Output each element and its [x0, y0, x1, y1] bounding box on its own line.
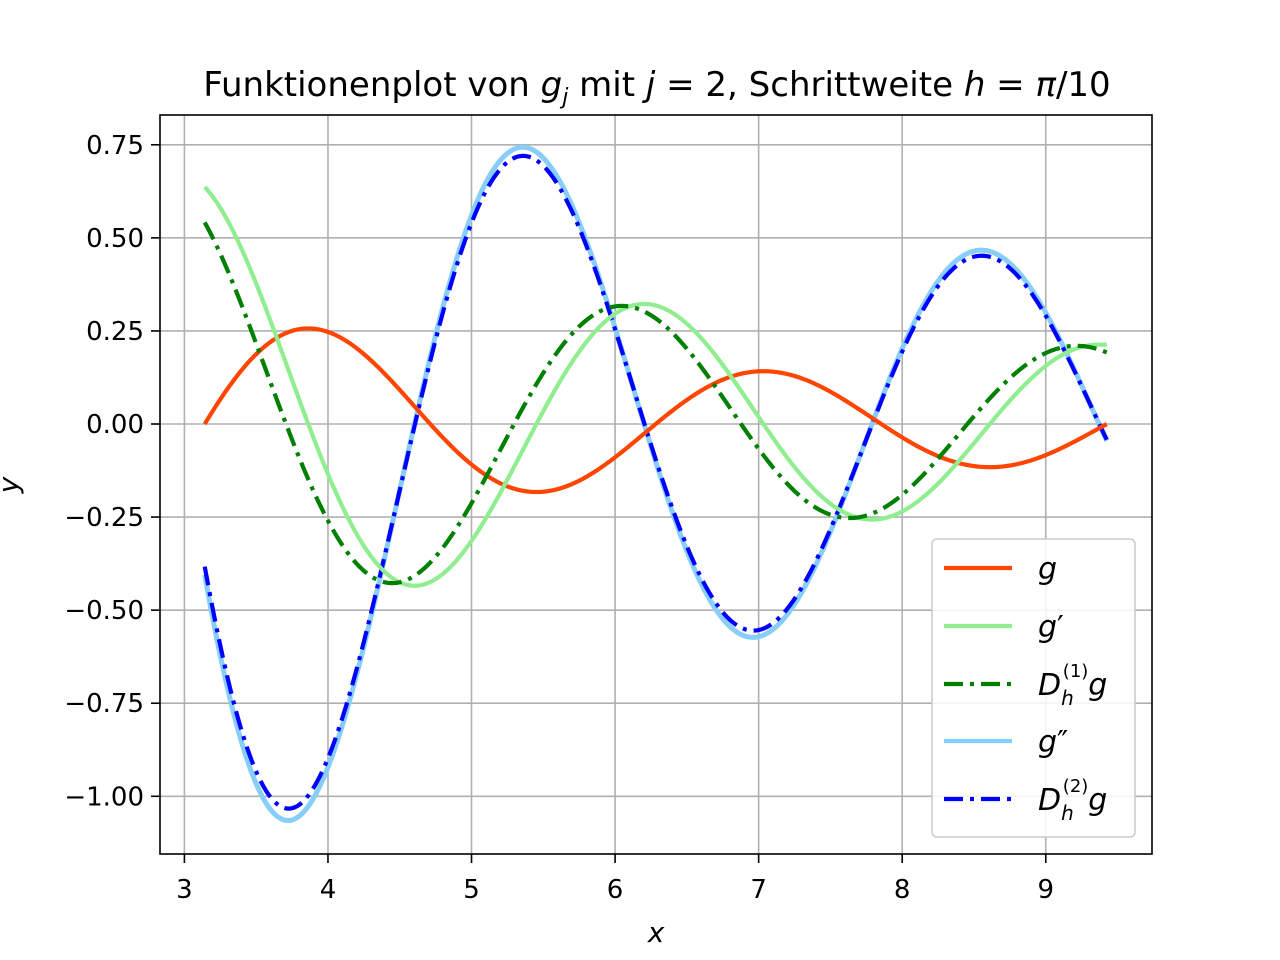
- y-axis-ticks: −1.00 −0.75 −0.50 −0.25 0.00 0.25 0.50 0.75: [64, 131, 160, 812]
- y-tick-label: 0.25: [86, 317, 144, 347]
- y-tick-label: 0.75: [86, 131, 144, 161]
- x-tick-label: 9: [1037, 875, 1054, 905]
- chart-title: Funktionenplot von gj mit j = 2, Schritt…: [203, 65, 1110, 110]
- legend-label: Dh(2)g: [1038, 776, 1107, 825]
- axes-frame: [159, 114, 1153, 855]
- series-line-2: [203, 185, 1107, 588]
- x-tick-label: 6: [607, 875, 624, 905]
- series-line-3: [202, 221, 1108, 586]
- legend-label: g: [1038, 552, 1057, 587]
- x-axis-label: x: [647, 916, 665, 949]
- legend-label: g′: [1038, 610, 1064, 645]
- y-tick-label: 0.50: [86, 224, 144, 254]
- x-tick-label: 5: [463, 875, 480, 905]
- y-axis-label: y: [0, 476, 25, 494]
- x-axis-ticks: 3 4 5 6 7 8 9: [176, 854, 1054, 905]
- grid: [160, 115, 1152, 854]
- legend-label: g″: [1038, 725, 1068, 760]
- series-line-5: [202, 153, 1109, 811]
- y-tick-label: −1.00: [64, 782, 144, 812]
- x-tick-label: 7: [750, 875, 767, 905]
- x-tick-label: 4: [320, 875, 337, 905]
- legend: g g′ Dh(1)g g″ Dh(2)g: [931, 538, 1136, 838]
- series-lines: [202, 144, 1110, 824]
- y-tick-label: −0.25: [64, 503, 144, 533]
- y-tick-label: 0.00: [86, 410, 144, 440]
- legend-label: Dh(1)g: [1038, 661, 1107, 710]
- y-tick-label: −0.75: [64, 689, 144, 719]
- y-tick-label: −0.50: [64, 596, 144, 626]
- x-tick-label: 8: [894, 875, 911, 905]
- legend-box: [931, 538, 1136, 838]
- x-tick-label: 3: [176, 875, 193, 905]
